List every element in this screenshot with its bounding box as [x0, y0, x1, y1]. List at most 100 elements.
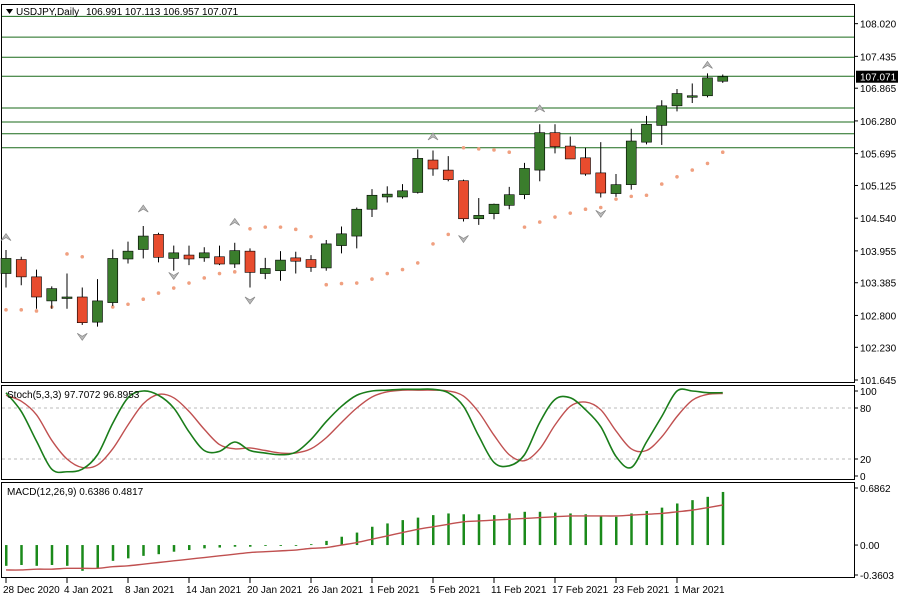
macd-bar: [630, 513, 633, 546]
candle-body: [122, 250, 134, 260]
macd-bar: [294, 545, 298, 546]
macd-bar: [721, 491, 725, 546]
macd-bar: [691, 500, 694, 546]
macd-bar: [508, 513, 511, 546]
sar-dot: [309, 234, 313, 239]
last-price-tag: [856, 70, 898, 83]
sar-dot: [339, 281, 344, 286]
fractal-up-icon: [534, 104, 546, 113]
macd-bar: [432, 515, 435, 546]
price-tick-label: 104.540: [860, 214, 897, 225]
candle-body: [656, 105, 668, 126]
sar-dot: [537, 220, 542, 224]
price-panel[interactable]: [1, 4, 855, 383]
sar-dot: [248, 226, 252, 231]
candle-body: [625, 140, 637, 185]
candle-body: [275, 259, 286, 272]
macd-bar: [218, 545, 221, 548]
sar-dot: [522, 225, 527, 229]
sar-dot: [187, 281, 191, 285]
sar-dot: [583, 207, 588, 212]
macd-panel[interactable]: [1, 482, 855, 578]
time-tick-label: 17 Feb 2021: [552, 585, 609, 596]
candle-body: [580, 157, 591, 175]
sar-dot: [278, 225, 283, 229]
candle-body: [488, 203, 500, 215]
fractal-up-icon: [427, 132, 439, 141]
macd-bar: [310, 544, 313, 546]
macd-bar: [279, 545, 282, 546]
time-tick-label: 28 Dec 2020: [3, 585, 60, 596]
macd-bar: [447, 513, 450, 546]
candle-body: [519, 168, 530, 195]
price-tick-label: 103.385: [860, 279, 897, 290]
sar-dot: [720, 150, 725, 155]
sar-dot: [446, 232, 451, 237]
macd-bar: [386, 523, 389, 546]
candle-body: [46, 288, 58, 302]
macd-bar: [96, 545, 99, 569]
candle-body: [717, 76, 729, 82]
candle-body: [564, 145, 576, 160]
price-axis: 108.020 107.435 106.865 106.280 105.695 105.1…: [854, 20, 898, 387]
macd-bar: [584, 514, 587, 546]
candle-body: [412, 158, 424, 193]
candle-body: [686, 95, 698, 98]
macd-bar: [554, 512, 557, 546]
symbol-timeframe: USDJPY,Daily: [16, 7, 79, 18]
macd-tick-label: 0.00: [860, 541, 880, 552]
candle-body: [15, 259, 27, 278]
candle-body: [473, 215, 485, 220]
macd-tick-label: 0.6862: [860, 484, 891, 495]
candle-body: [76, 296, 88, 324]
macd-bar: [127, 545, 130, 559]
sar-dot: [171, 286, 176, 290]
macd-bar: [264, 545, 267, 546]
macd-bar: [416, 517, 420, 546]
macd-bar: [50, 545, 54, 565]
macd-bar: [660, 507, 664, 546]
sar-dot: [263, 225, 268, 229]
sar-dot: [675, 175, 679, 179]
candle-body: [92, 300, 103, 323]
dropdown-triangle-icon[interactable]: [6, 9, 13, 14]
candle-body: [702, 77, 713, 97]
stoch-main-line: [5, 388, 723, 474]
candle-body: [214, 256, 225, 265]
candle-body: [427, 159, 439, 170]
macd-bar: [615, 516, 618, 546]
fractal-down-icon: [244, 296, 256, 305]
sar-dot: [354, 281, 359, 285]
candle-body: [259, 268, 271, 274]
macd-axis: 0.6862 0.00 -0.3603: [854, 484, 894, 582]
candle-body: [153, 234, 164, 258]
macd-bar: [676, 503, 679, 546]
macd-tick-label: -0.3603: [860, 571, 894, 582]
sar-dot: [431, 242, 435, 246]
time-tick-label: 26 Jan 2021: [308, 585, 363, 596]
price-tick-label: 108.020: [860, 20, 897, 31]
candle-body: [534, 132, 546, 171]
sar-dot: [80, 254, 85, 259]
macd-bar: [111, 545, 115, 561]
macd-bar: [20, 545, 23, 565]
stoch-tick-label: 20: [860, 455, 872, 466]
sar-dot: [19, 308, 24, 312]
sar-dot: [553, 215, 557, 219]
candle-body: [198, 252, 210, 259]
stoch-panel[interactable]: [1, 385, 855, 480]
fractal-down-icon: [76, 332, 88, 341]
price-tick-label: 101.645: [860, 376, 897, 387]
horizontal-levels: [2, 15, 854, 149]
macd-bar: [5, 545, 8, 566]
candle-body: [244, 250, 256, 273]
price-tick-label: 102.800: [860, 311, 897, 322]
candle-body: [31, 276, 42, 298]
price-tick-label: 107.435: [860, 52, 897, 63]
macd-bar: [325, 540, 328, 546]
sar-dot: [232, 270, 237, 274]
price-tick-label: 105.695: [860, 150, 897, 161]
fractal-up-icon: [0, 232, 12, 241]
price-tick-label: 106.280: [860, 117, 897, 128]
